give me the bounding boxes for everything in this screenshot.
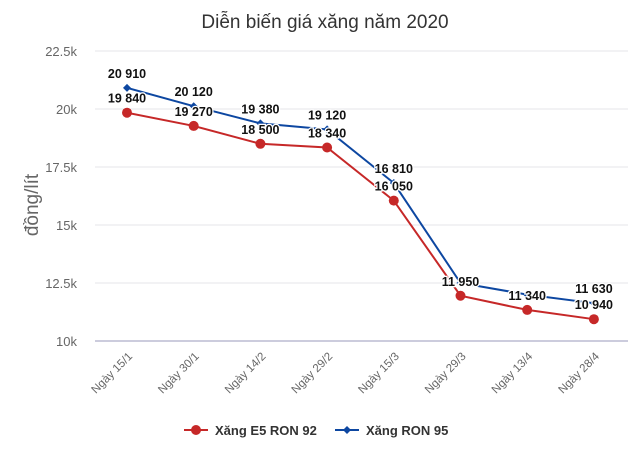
x-tick-label: Ngày 14/2	[223, 351, 269, 397]
x-tick-label: Ngày 13/4	[490, 350, 536, 396]
data-label: 16 050	[375, 180, 413, 194]
data-point	[388, 195, 399, 206]
data-label: 10 940	[575, 298, 613, 312]
data-point	[389, 179, 398, 188]
series-line	[126, 86, 595, 305]
data-point	[455, 290, 466, 301]
y-tick-label: 20k	[56, 102, 77, 117]
data-label: 19 120	[308, 108, 346, 122]
data-point	[456, 279, 465, 287]
legend-label: Xăng RON 95	[366, 423, 448, 438]
data-point	[256, 119, 265, 128]
data-point	[523, 290, 532, 299]
x-tick-label: Ngày 29/2	[290, 351, 336, 397]
legend-item[interactable]: Xăng E5 RON 92	[184, 423, 317, 438]
data-label: 11 630	[575, 282, 613, 296]
data-label: 11 340	[508, 289, 546, 303]
data-label: 19 840	[108, 92, 146, 106]
data-label: 19 380	[241, 102, 279, 116]
x-tick-label: Ngày 30/1	[156, 351, 202, 397]
data-label: 16 810	[375, 162, 413, 176]
legend-label: Xăng E5 RON 92	[215, 423, 317, 438]
data-point	[122, 107, 132, 118]
legend-item[interactable]: Xăng RON 95	[335, 423, 448, 438]
data-point	[255, 138, 266, 149]
y-tick-label: 22.5k	[45, 44, 77, 59]
data-label: 11 950	[442, 275, 480, 289]
data-point	[322, 142, 333, 153]
data-label: 18 500	[241, 123, 279, 137]
x-tick-label: Ngày 15/1	[90, 351, 136, 397]
chart-title: Diễn biến giá xăng năm 2020	[201, 11, 448, 33]
data-label: 18 340	[308, 127, 346, 141]
x-tick-label: Ngày 28/4	[556, 350, 602, 396]
y-tick-label: 12.5k	[45, 276, 77, 291]
y-tick-label: 15k	[56, 218, 77, 233]
data-point	[188, 120, 199, 131]
y-tick-label: 10k	[56, 334, 77, 349]
data-point	[522, 304, 533, 315]
data-label: 19 270	[175, 105, 213, 119]
data-point	[123, 83, 131, 92]
data-point	[588, 314, 599, 325]
data-label: 20 120	[175, 85, 213, 99]
y-axis-label: đồng/lít	[22, 173, 43, 236]
series-line	[126, 111, 595, 321]
x-tick-label: Ngày 29/3	[423, 351, 469, 397]
x-tick-label: Ngày 15/3	[356, 351, 402, 397]
y-tick-label: 17.5k	[45, 160, 77, 175]
data-label: 20 910	[108, 67, 146, 81]
data-point	[589, 299, 598, 308]
data-point	[323, 125, 332, 134]
data-point	[189, 102, 198, 111]
